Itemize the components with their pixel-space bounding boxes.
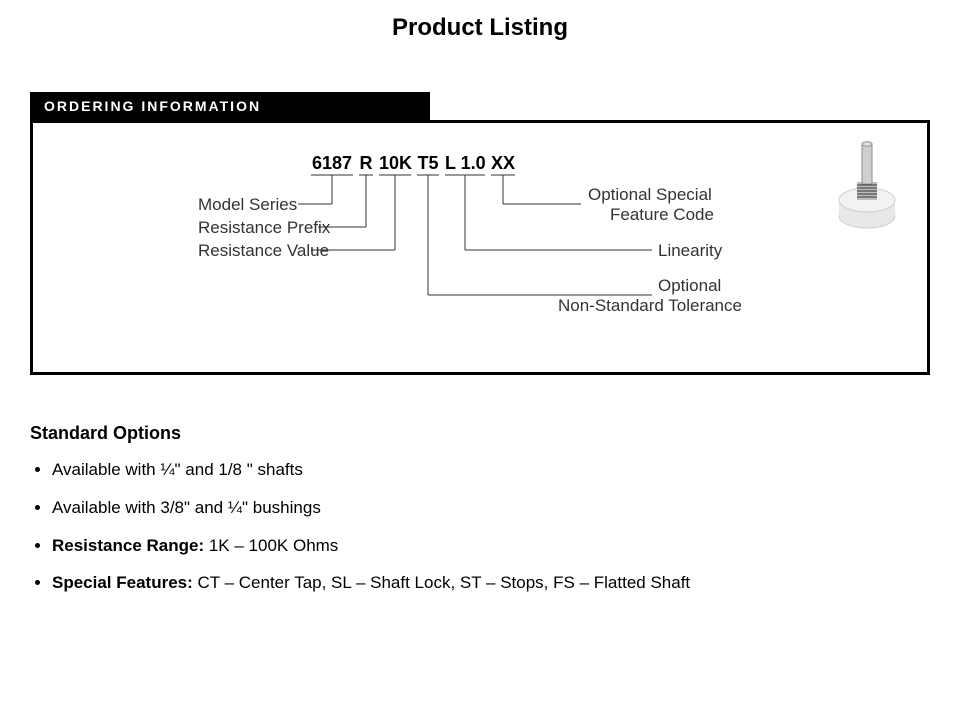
code-feature: XX xyxy=(491,153,515,174)
label-resistance-prefix: Resistance Prefix xyxy=(198,218,330,238)
label-feature-code-2: Feature Code xyxy=(610,205,714,225)
code-linearity: L 1.0 xyxy=(445,153,485,174)
potentiometer-icon xyxy=(827,138,907,233)
list-item: Available with 3/8" and ¼" bushings xyxy=(52,496,790,520)
code-prefix: R xyxy=(359,153,373,174)
label-feature-code-1: Optional Special xyxy=(588,185,712,205)
code-tolerance: T5 xyxy=(417,153,439,174)
page-title: Product Listing xyxy=(30,14,930,42)
list-item: Resistance Range: 1K – 100K Ohms xyxy=(52,534,790,558)
standard-options-list: Available with ¼" and 1/8 " shafts Avail… xyxy=(30,458,790,595)
list-item: Special Features: CT – Center Tap, SL – … xyxy=(52,571,790,595)
code-value: 10K xyxy=(379,153,411,174)
label-tolerance-2: Non-Standard Tolerance xyxy=(558,296,742,316)
code-series: 6187 xyxy=(311,153,353,174)
label-tolerance-1: Optional xyxy=(658,276,721,296)
label-linearity: Linearity xyxy=(658,241,722,261)
label-resistance-value: Resistance Value xyxy=(198,241,329,261)
list-item: Available with ¼" and 1/8 " shafts xyxy=(52,458,790,482)
label-model-series: Model Series xyxy=(198,195,297,215)
standard-options-title: Standard Options xyxy=(30,423,930,444)
ordering-info-box: 6187 R 10K T5 L 1.0 XX Mod xyxy=(30,120,930,375)
ordering-info-header: ORDERING INFORMATION xyxy=(30,92,430,120)
